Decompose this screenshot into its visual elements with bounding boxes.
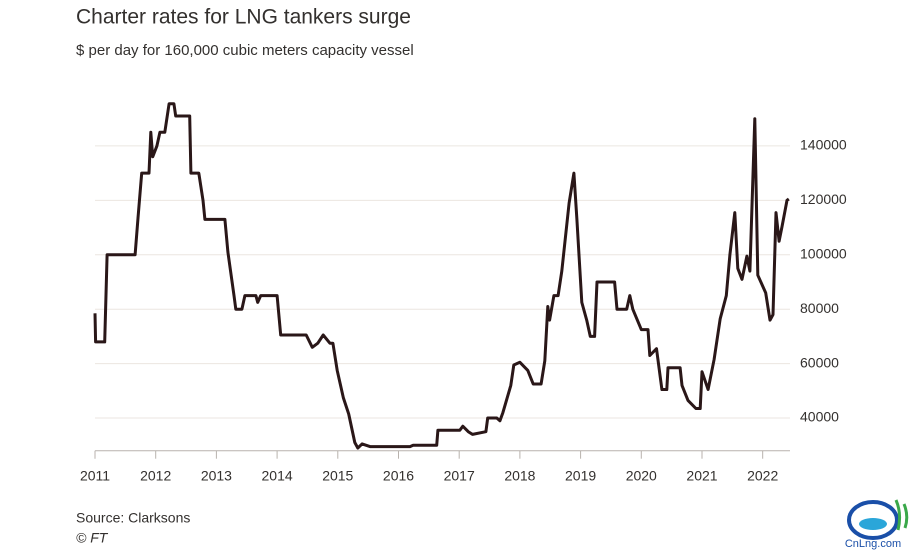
x-tick-label: 2017 [444, 467, 475, 483]
y-tick-label: 140000 [800, 137, 847, 153]
x-tick-label: 2011 [80, 467, 110, 483]
x-tick-label: 2022 [747, 467, 778, 483]
y-tick-label: 80000 [800, 300, 839, 316]
x-tick-label: 2016 [383, 467, 414, 483]
y-tick-label: 60000 [800, 354, 839, 370]
y-tick-label: 40000 [800, 409, 839, 425]
x-tick-label: 2018 [504, 467, 535, 483]
watermark: CnLng.com [845, 538, 901, 550]
credit: © FT [76, 530, 109, 546]
x-tick-label: 2012 [140, 467, 171, 483]
chart-title: Charter rates for LNG tankers surge [76, 6, 411, 29]
x-tick-label: 2014 [262, 467, 293, 483]
line-series [93, 102, 790, 450]
x-tick-label: 2015 [322, 467, 353, 483]
y-tick-label: 120000 [800, 191, 847, 207]
chart-subtitle: $ per day for 160,000 cubic meters capac… [76, 42, 414, 59]
y-tick-label: 100000 [800, 245, 847, 261]
x-tick-label: 2020 [626, 467, 657, 483]
watermark-logo [847, 499, 909, 540]
source: Source: Clarksons [76, 510, 190, 526]
x-tick-label: 2021 [686, 467, 717, 483]
x-tick-label: 2019 [565, 467, 596, 483]
x-tick-label: 2013 [201, 467, 232, 483]
